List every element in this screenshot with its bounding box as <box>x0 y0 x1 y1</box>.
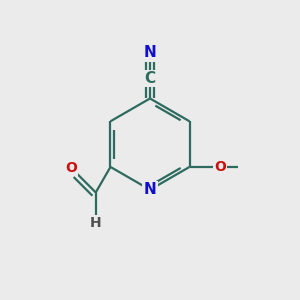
Text: H: H <box>90 216 102 230</box>
Text: C: C <box>144 71 156 86</box>
Text: O: O <box>65 161 77 175</box>
Text: O: O <box>214 160 226 174</box>
Text: N: N <box>144 182 156 197</box>
Text: N: N <box>144 45 156 60</box>
